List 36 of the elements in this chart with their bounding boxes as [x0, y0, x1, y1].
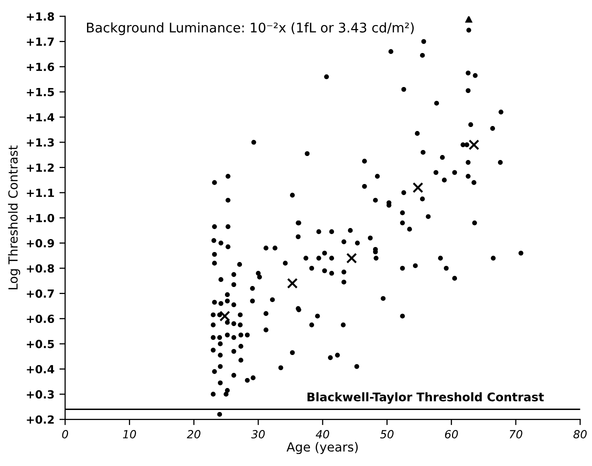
x-tick-label: 20: [186, 430, 200, 438]
x-tick-label: 0: [62, 430, 68, 438]
y-tick-label: +1.8: [26, 12, 54, 21]
y-tick-label: +0.7: [26, 289, 54, 298]
y-tick-label: +0.5: [26, 340, 54, 348]
y-tick-label: +0.3: [26, 390, 54, 399]
y-tick-label: +1.6: [26, 62, 54, 72]
point: [346, 252, 357, 264]
y-tick-label: +1.7: [26, 38, 54, 46]
point: [219, 310, 230, 322]
x-tick-label: 40: [316, 430, 330, 438]
ref-line-label: Blackwell-Taylor Threshold Contrast: [308, 392, 544, 404]
y-tick-label: +1.4: [26, 113, 54, 122]
y-tick-label: +1.5: [26, 88, 54, 96]
y-tick-label: +0.6: [26, 314, 54, 324]
y-tick-label: +0.9: [26, 239, 54, 248]
point: [464, 16, 473, 23]
point: [287, 278, 298, 289]
x-tick-label: 30: [251, 430, 265, 438]
y-axis-title: Log Threshold Contrast: [8, 146, 20, 290]
y-tick-label: +0.4: [26, 364, 54, 374]
x-axis-title: Age (years): [286, 442, 358, 454]
y-tick-label: +1.0: [26, 214, 54, 222]
y-tick-label: +0.8: [26, 264, 54, 273]
point: [412, 182, 424, 193]
x-tick-label: 10: [122, 430, 136, 438]
x-tick-label: 50: [380, 430, 394, 438]
x-tick-label: 60: [445, 430, 458, 438]
y-tick-label: +1.3: [26, 138, 54, 147]
y-tick-label: +0.2: [26, 415, 54, 424]
y-tick-label: +1.1: [26, 188, 54, 197]
point: [468, 139, 480, 150]
y-tick-label: +1.2: [26, 163, 54, 172]
x-tick-label: 80: [573, 430, 587, 438]
chart-title: Background Luminance: 10⁻²x (1fL or 3.43 cd/m²): [87, 22, 414, 36]
x-tick-label: 70: [510, 430, 522, 438]
